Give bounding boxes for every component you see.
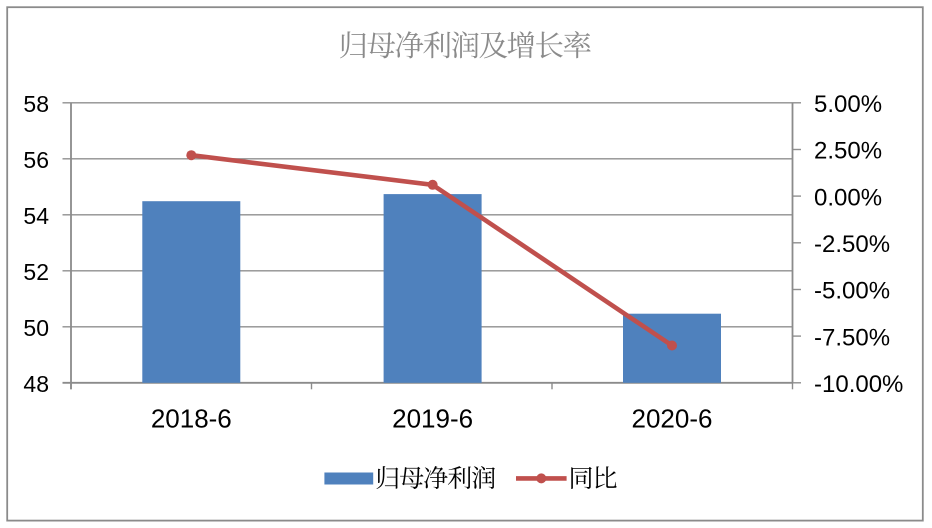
svg-text:58: 58	[23, 91, 49, 117]
svg-text:52: 52	[23, 259, 49, 285]
svg-text:48: 48	[23, 371, 49, 397]
svg-text:2018-6: 2018-6	[151, 403, 232, 433]
svg-text:-2.50%: -2.50%	[814, 231, 890, 258]
svg-text:56: 56	[23, 147, 49, 173]
svg-text:-7.50%: -7.50%	[814, 324, 890, 351]
svg-text:54: 54	[23, 203, 49, 229]
svg-text:2.50%: 2.50%	[814, 138, 882, 165]
svg-text:2019-6: 2019-6	[392, 403, 473, 433]
svg-text:50: 50	[23, 315, 49, 341]
svg-text:-10.00%: -10.00%	[814, 371, 903, 398]
svg-text:-5.00%: -5.00%	[814, 278, 890, 305]
svg-text:5.00%: 5.00%	[814, 91, 882, 118]
svg-text:2020-6: 2020-6	[632, 403, 713, 433]
svg-text:0.00%: 0.00%	[814, 184, 882, 211]
